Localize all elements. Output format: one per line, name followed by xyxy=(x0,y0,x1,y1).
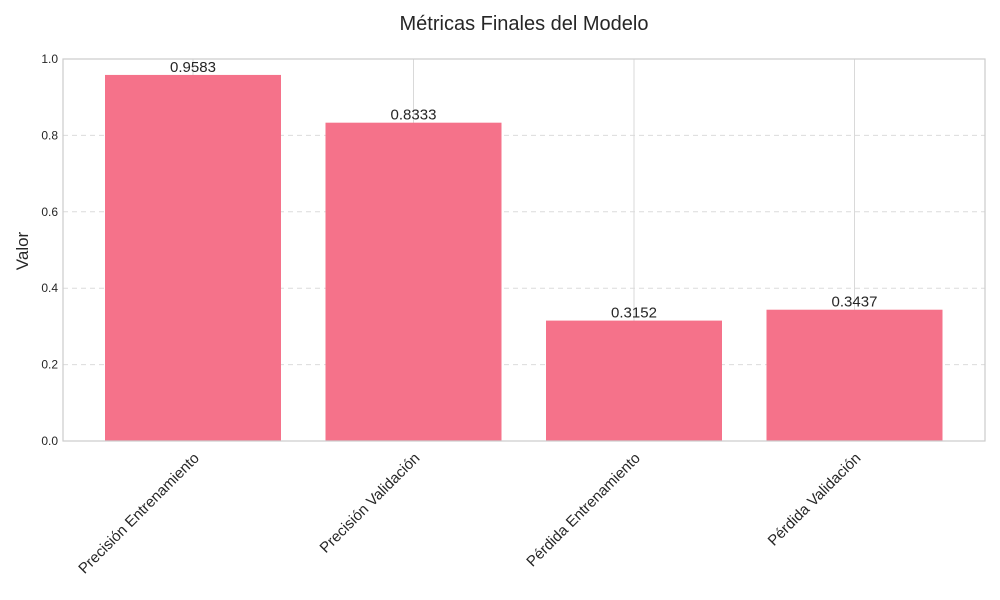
data-label: 0.8333 xyxy=(391,107,437,124)
data-label: 0.3437 xyxy=(832,294,878,311)
bar xyxy=(766,309,943,441)
y-tick-label: 0.2 xyxy=(41,358,58,372)
x-tick-label: Precisión Validación xyxy=(317,450,424,557)
y-tick-label: 1.0 xyxy=(41,52,58,66)
data-label: 0.9583 xyxy=(170,59,216,76)
y-tick-labels: 0.0 0.2 0.4 0.6 0.8 1.0 xyxy=(41,52,58,448)
y-tick-label: 0.0 xyxy=(41,434,58,448)
y-tick-label: 0.8 xyxy=(41,128,58,142)
bars xyxy=(105,74,943,442)
x-tick-labels: Precisión Entrenamiento Precisión Validac… xyxy=(75,450,864,578)
y-tick-label: 0.4 xyxy=(41,281,58,295)
y-axis-label: Valor xyxy=(13,231,32,270)
data-label: 0.3152 xyxy=(611,305,657,322)
chart-title: Métricas Finales del Modelo xyxy=(400,13,649,35)
bar xyxy=(546,320,722,441)
y-tick-label: 0.6 xyxy=(41,205,58,219)
bar xyxy=(105,74,281,442)
bar xyxy=(325,122,502,442)
plot-frame xyxy=(62,58,986,442)
x-tick-label: Pérdida Validación xyxy=(765,450,865,550)
data-labels: 0.9583 0.8333 0.3152 0.3437 xyxy=(170,59,877,322)
x-tick-label: Precisión Entrenamiento xyxy=(75,450,203,578)
x-tick-label: Pérdida Entrenamiento xyxy=(523,450,644,571)
